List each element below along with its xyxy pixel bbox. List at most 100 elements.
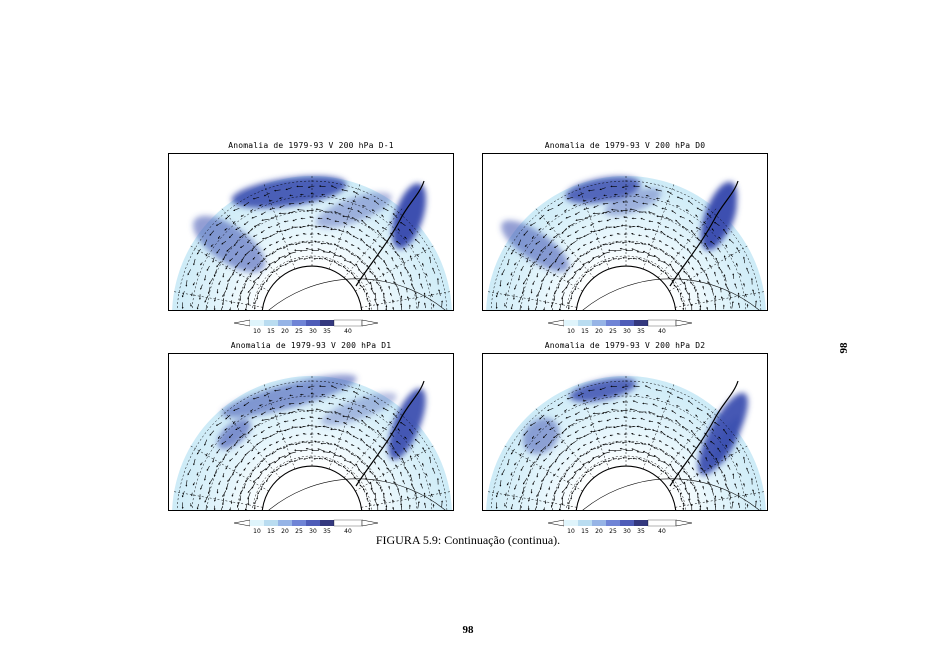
colorbar-tick-label: 40 <box>658 328 666 335</box>
colorbar-swatch <box>634 520 648 526</box>
map-panel: Anomalia de 1979-93 V 200 hPa D0 10 15 20 25… <box>482 140 768 340</box>
antarctica-coastline <box>575 465 677 510</box>
colorbar-tick-label: 25 <box>295 328 303 335</box>
colorbar: 10 15 20 25 30 35 40 <box>228 518 428 535</box>
colorbar-swatch <box>592 520 606 526</box>
colorbar-low-arrow <box>233 319 251 327</box>
colorbar: 10 15 20 25 30 35 40 <box>228 318 428 335</box>
colorbar-tick-label: 35 <box>637 528 645 535</box>
anomaly-region <box>713 195 737 241</box>
colorbar-swatches <box>547 319 693 327</box>
polar-map <box>482 353 768 511</box>
colorbar-swatch <box>564 320 578 326</box>
colorbar-swatch <box>264 520 278 526</box>
colorbar-swatches <box>233 319 379 327</box>
south-america-coastline <box>355 380 425 487</box>
colorbar-tick-label: 20 <box>595 328 603 335</box>
page-number: 98 <box>462 624 474 636</box>
lat-lon-grid <box>488 176 764 310</box>
colorbar-tick-label: 35 <box>637 328 645 335</box>
anomaly-region <box>316 192 392 228</box>
colorbar-swatch <box>620 520 634 526</box>
map-panel: Anomalia de 1979-93 V 200 hPa D2 10 15 20 25… <box>482 340 768 540</box>
colorbar-swatch <box>564 520 578 526</box>
colorbar-swatch <box>306 320 320 326</box>
colorbar-high-arrow <box>675 519 693 527</box>
colorbar-swatch <box>292 520 306 526</box>
domain-outer-boundary <box>582 478 760 510</box>
domain-outer-boundary <box>582 278 760 310</box>
anomaly-shading <box>193 175 426 273</box>
colorbar-swatch <box>320 320 334 326</box>
colorbar-high-arrow <box>675 319 693 327</box>
south-america-coastline <box>355 180 425 287</box>
colorbar-tick-label: 25 <box>295 528 303 535</box>
anomaly-region <box>403 192 425 236</box>
south-america-coastline <box>669 180 739 287</box>
colorbar-swatch <box>278 320 292 326</box>
colorbar-swatches <box>233 519 379 527</box>
anomaly-region <box>221 374 357 418</box>
colorbar-swatch <box>606 520 620 526</box>
figure-caption: FIGURA 5.9: Continuação (continua). <box>375 533 561 547</box>
map-panel: Anomalia de 1979-93 V 200 hPa D1 10 15 20 25… <box>168 340 454 540</box>
domain-outer-boundary <box>268 478 446 510</box>
colorbar-tick-label: 20 <box>281 528 289 535</box>
colorbar-swatch <box>250 320 264 326</box>
colorbar-high-segment <box>333 319 363 327</box>
anomaly-background-field <box>172 176 452 310</box>
colorbar-swatch <box>606 320 620 326</box>
anomaly-region <box>569 377 637 403</box>
page-number-side: 98 <box>838 342 850 354</box>
anomaly-region <box>501 220 569 272</box>
colorbar-tick-label: 30 <box>623 528 631 535</box>
polar-map <box>168 153 454 311</box>
colorbar-high-arrow <box>361 519 379 527</box>
colorbar-tick-label: 20 <box>281 328 289 335</box>
wind-vectors <box>495 185 757 310</box>
colorbar-swatch <box>634 320 648 326</box>
colorbar-tick-label: 30 <box>623 328 631 335</box>
panel-title: Anomalia de 1979-93 V 200 hPa D0 <box>544 141 706 150</box>
colorbar-tick-label: 15 <box>581 328 589 335</box>
colorbar-tick-label: 10 <box>253 528 261 535</box>
colorbar-tick-label: 40 <box>658 528 666 535</box>
colorbar-tick-label: 40 <box>344 328 352 335</box>
colorbar: 10 15 20 25 30 35 40 <box>542 518 742 535</box>
colorbar-tick-label: 35 <box>323 328 331 335</box>
anomaly-region <box>193 215 265 273</box>
polar-map-graphic <box>486 376 766 510</box>
antarctica-coastline <box>575 265 677 310</box>
colorbar-high-segment <box>333 519 363 527</box>
wind-vectors <box>181 385 443 510</box>
antarctica-coastline <box>261 465 363 510</box>
antarctica-coastline <box>261 265 363 310</box>
colorbar-high-arrow <box>361 319 379 327</box>
colorbar-low-arrow <box>547 519 565 527</box>
colorbar-tick-label: 30 <box>309 328 317 335</box>
colorbar-tick-label: 25 <box>609 528 617 535</box>
wind-vectors <box>181 185 443 310</box>
colorbar-tick-label: 40 <box>344 528 352 535</box>
panel-title: Anomalia de 1979-93 V 200 hPa D1 <box>230 341 392 350</box>
colorbar: 10 15 20 25 30 35 40 <box>542 318 742 335</box>
colorbar-tick-label: 15 <box>267 528 275 535</box>
polar-map <box>168 353 454 511</box>
colorbar-low-arrow <box>547 319 565 327</box>
colorbar-swatch <box>620 320 634 326</box>
anomaly-region <box>522 417 560 455</box>
colorbar-high-segment <box>647 319 677 327</box>
colorbar-tick-label: 10 <box>567 528 575 535</box>
polar-map-graphic <box>172 175 452 310</box>
colorbar-graphic: 10 15 20 25 30 35 40 <box>233 319 379 335</box>
colorbar-tick-label: 35 <box>323 528 331 535</box>
colorbar-swatch <box>278 520 292 526</box>
panel-title: Anomalia de 1979-93 V 200 hPa D-1 <box>228 141 394 150</box>
anomaly-background-field <box>486 176 766 310</box>
polar-map-graphic <box>172 374 452 510</box>
colorbar-tick-label: 10 <box>253 328 261 335</box>
colorbar-high-segment <box>647 519 677 527</box>
colorbar-graphic: 10 15 20 25 30 35 40 <box>233 519 379 535</box>
colorbar-swatch <box>578 320 592 326</box>
colorbar-swatches <box>547 519 693 527</box>
